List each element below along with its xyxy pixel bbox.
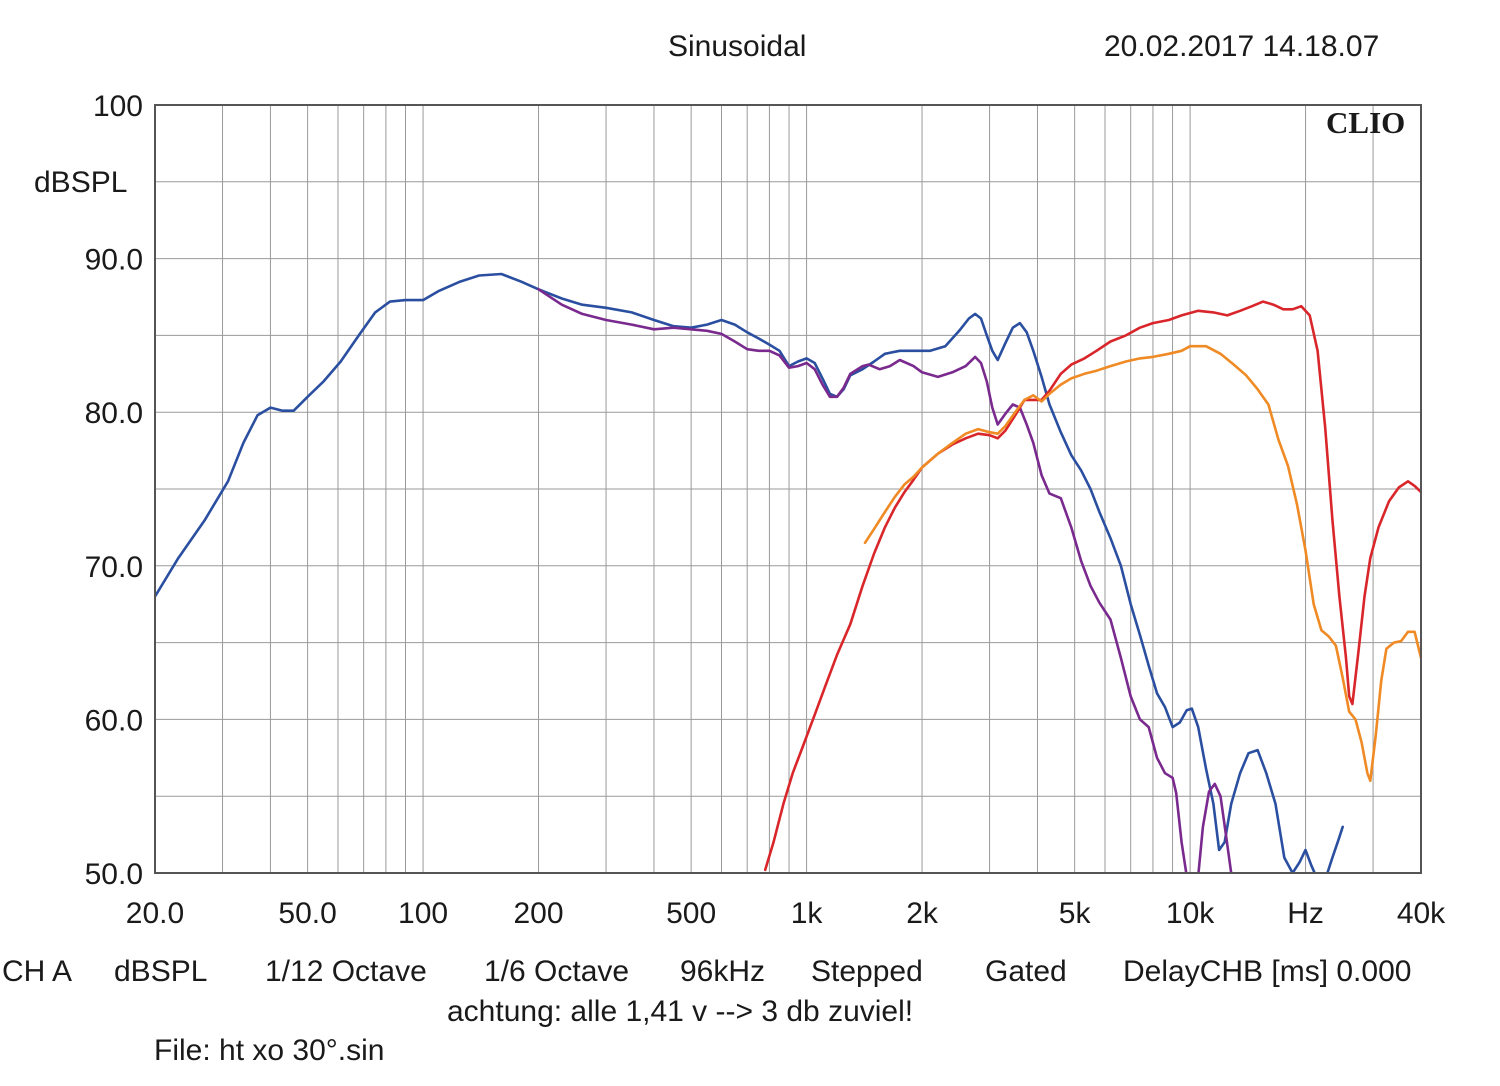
y-tick-label: 70.0 xyxy=(85,551,143,584)
setting-window: Gated xyxy=(985,955,1067,988)
response-curve xyxy=(1197,782,1233,873)
x-tick-label: 20.0 xyxy=(126,897,184,930)
x-tick-label: 500 xyxy=(666,897,716,930)
y-tick-label: 60.0 xyxy=(85,704,143,737)
response-curves xyxy=(155,272,1421,873)
x-tick-label: Hz xyxy=(1287,897,1324,930)
measurement-file: File: ht xo 30°.sin xyxy=(154,1034,385,1067)
response-curve xyxy=(1326,825,1344,873)
x-tick-label: 10k xyxy=(1166,897,1215,930)
setting-sweep: Stepped xyxy=(811,955,923,988)
setting-resolution: 1/12 Octave xyxy=(265,955,427,988)
plot-frame xyxy=(154,104,1422,874)
response-curve xyxy=(763,300,1421,872)
setting-unit: dBSPL xyxy=(114,955,208,988)
response-curve xyxy=(155,272,1317,873)
x-tick-label: 5k xyxy=(1059,897,1092,930)
measurement-mode: Sinusoidal xyxy=(668,30,807,63)
measurement-datetime: 20.02.2017 14.18.07 xyxy=(1104,30,1380,63)
y-tick-label: 50.0 xyxy=(85,858,143,891)
y-tick-label: 100 xyxy=(93,90,143,123)
y-tick-label: 80.0 xyxy=(85,397,143,430)
clio-logo: CLIO xyxy=(1326,105,1406,140)
response-curve xyxy=(863,344,1421,783)
x-tick-label: 1k xyxy=(791,897,824,930)
x-tick-label: 50.0 xyxy=(278,897,336,930)
x-tick-label: 2k xyxy=(906,897,939,930)
setting-sample-rate: 96kHz xyxy=(680,955,766,988)
axis-labels: 100 90.0 80.0 70.0 60.0 50.0 20.0 50.0 100 200 500… xyxy=(85,90,1447,930)
x-tick-label: 200 xyxy=(513,897,563,930)
measurement-note: achtung: alle 1,41 v --> 3 db zuviel! xyxy=(447,995,914,1028)
y-tick-label: 90.0 xyxy=(85,244,143,277)
y-axis-unit: dBSPL xyxy=(34,166,128,199)
x-tick-label: 40k xyxy=(1397,897,1446,930)
response-curve xyxy=(537,287,1188,873)
grid-lines xyxy=(155,105,1421,873)
x-tick-label: 100 xyxy=(398,897,448,930)
setting-channel: CH A xyxy=(2,955,73,988)
setting-smoothing: 1/6 Octave xyxy=(484,955,630,988)
setting-delay: DelayCHB [ms] 0.000 xyxy=(1123,955,1412,988)
